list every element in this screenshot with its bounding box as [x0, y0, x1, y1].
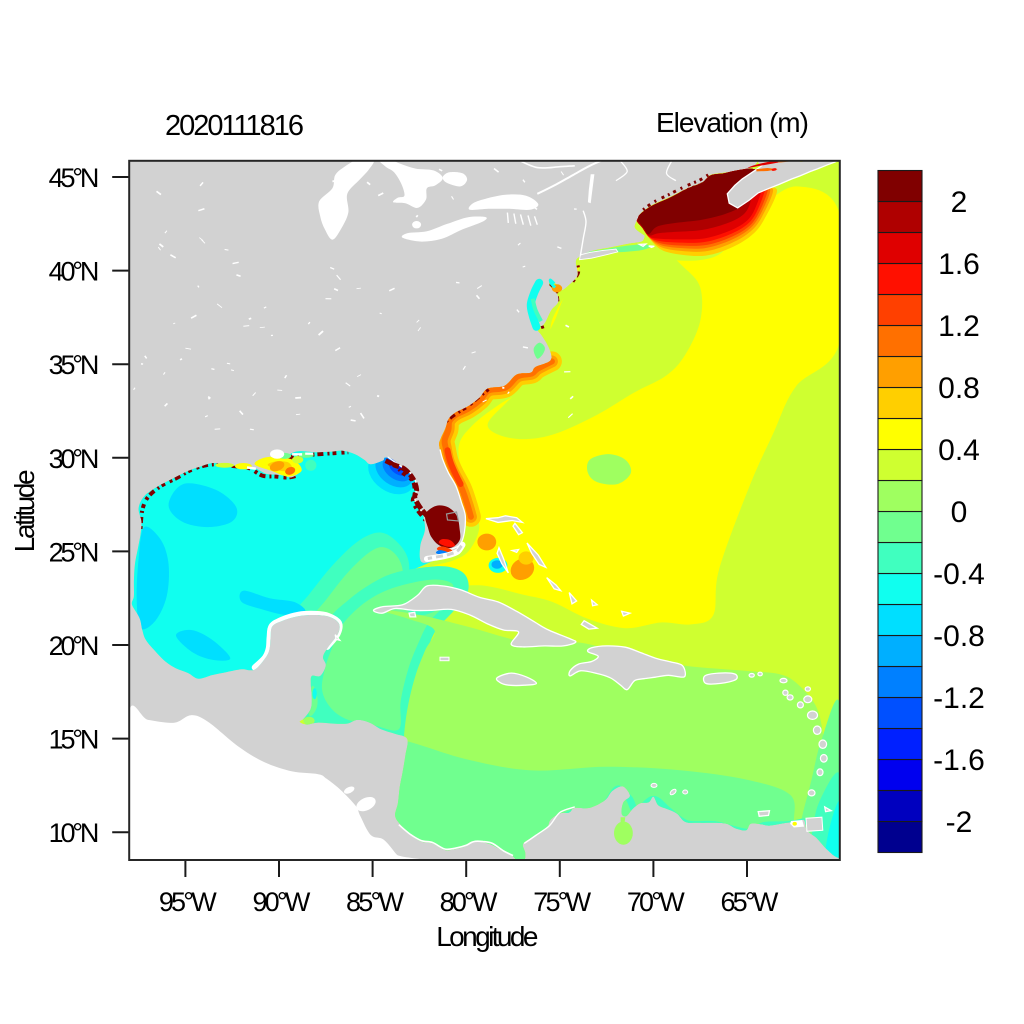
svg-text:25°N: 25°N	[49, 537, 98, 567]
svg-text:75°W: 75°W	[533, 887, 591, 917]
svg-text:-1.6: -1.6	[933, 744, 985, 777]
svg-text:80°W: 80°W	[440, 887, 498, 917]
svg-text:1.2: 1.2	[938, 310, 980, 343]
svg-text:-0.4: -0.4	[933, 558, 985, 591]
svg-text:2020111816: 2020111816	[165, 110, 303, 142]
svg-text:65°W: 65°W	[720, 887, 778, 917]
svg-text:-1.2: -1.2	[933, 682, 985, 715]
svg-text:95°W: 95°W	[159, 887, 217, 917]
svg-text:Longitude: Longitude	[436, 921, 538, 952]
svg-text:2: 2	[951, 186, 968, 219]
svg-text:-2: -2	[946, 806, 973, 839]
svg-text:85°W: 85°W	[346, 887, 404, 917]
svg-text:35°N: 35°N	[49, 350, 98, 380]
svg-text:Latitude: Latitude	[9, 470, 40, 552]
svg-text:10°N: 10°N	[49, 818, 98, 848]
svg-text:0: 0	[951, 496, 968, 529]
svg-text:Elevation (m): Elevation (m)	[656, 107, 808, 138]
svg-text:15°N: 15°N	[49, 725, 98, 755]
svg-text:70°W: 70°W	[627, 887, 685, 917]
svg-text:45°N: 45°N	[49, 163, 98, 193]
svg-text:30°N: 30°N	[49, 444, 98, 474]
svg-text:0.4: 0.4	[938, 434, 980, 467]
svg-text:0.8: 0.8	[938, 372, 980, 405]
svg-text:90°W: 90°W	[252, 887, 310, 917]
svg-text:-0.8: -0.8	[933, 620, 985, 653]
svg-text:1.6: 1.6	[938, 248, 980, 281]
svg-text:20°N: 20°N	[49, 631, 98, 661]
svg-text:40°N: 40°N	[49, 257, 98, 287]
